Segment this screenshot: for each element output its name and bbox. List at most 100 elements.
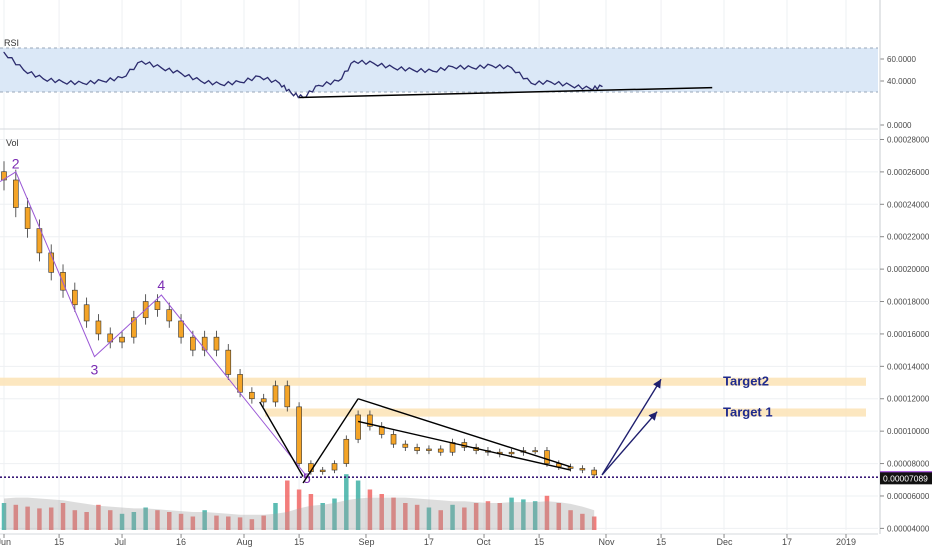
volume-bar: [214, 515, 219, 530]
candle-body: [367, 414, 373, 427]
rsi-point: [82, 82, 84, 84]
rsi-point: [530, 82, 532, 84]
volume-bar: [84, 512, 89, 530]
candle-body: [237, 374, 243, 393]
candle-body: [1, 171, 7, 181]
x-tick-label: Oct: [477, 537, 492, 547]
wave-label: 3: [90, 361, 98, 377]
candle-body: [591, 469, 597, 476]
rsi-point: [432, 70, 434, 72]
rsi-panel: RSI: [0, 38, 878, 99]
candle-body: [296, 406, 302, 464]
rsi-point: [510, 67, 513, 69]
volume-bar: [25, 506, 30, 530]
target-zone: [265, 408, 866, 417]
x-tick-label: 15: [534, 537, 544, 547]
candle-body: [24, 207, 31, 229]
x-tick-label: Jul: [115, 537, 127, 547]
rsi-point: [318, 84, 320, 86]
volume-bar: [568, 510, 573, 530]
target-zone: [0, 377, 866, 386]
price-tick-label: 0.00006000: [887, 492, 930, 501]
volume-bar: [379, 494, 384, 530]
volume-bar: [249, 519, 255, 530]
rsi-point: [451, 66, 454, 68]
volume-label: Vol: [6, 138, 19, 148]
price-tick-label: 0.00016000: [887, 330, 930, 339]
volume-bar: [131, 512, 137, 530]
volume-bar: [226, 516, 231, 530]
volume-bar: [509, 497, 514, 530]
rsi-trendline: [299, 86, 713, 99]
candle-body: [402, 443, 409, 448]
candle-body: [119, 336, 125, 343]
volume-bar: [13, 504, 19, 530]
candle-body: [390, 434, 397, 445]
volume-bar: [332, 498, 337, 530]
candle-body: [83, 304, 90, 322]
rsi-point: [550, 81, 552, 83]
candle-body: [95, 320, 102, 335]
volume-bar: [119, 513, 125, 530]
rsi-point: [259, 76, 261, 78]
volume-bar: [296, 489, 302, 530]
price-tick-label: 0.00018000: [887, 298, 930, 307]
volume-bar: [473, 503, 479, 530]
volume-bar: [273, 503, 278, 530]
pattern-line: [357, 398, 571, 468]
rsi-point: [491, 65, 493, 67]
candle-body: [190, 336, 196, 351]
rsi-point: [353, 60, 355, 62]
price-tag: [880, 472, 932, 485]
rsi-point: [278, 82, 281, 84]
candle-body: [166, 309, 173, 322]
volume-bar: [237, 517, 243, 530]
price-tick-label: 0.00026000: [887, 168, 930, 177]
rsi-point: [62, 81, 64, 83]
volume-bar: [1, 503, 7, 530]
rsi-point: [3, 51, 5, 54]
rsi-label: RSI: [4, 38, 19, 48]
volume-ma-area: [4, 497, 595, 530]
volume-bar: [414, 504, 420, 530]
x-tick-label: 15: [656, 537, 666, 547]
candle-body: [131, 317, 137, 338]
rsi-point: [42, 78, 44, 80]
x-tick-label: 15: [54, 537, 64, 547]
target-arrow: [601, 378, 662, 476]
candle-body: [532, 450, 538, 453]
candle-body: [437, 448, 444, 453]
price-tick-label: 0.00014000: [887, 362, 930, 371]
volume-bar: [155, 510, 160, 530]
volume-bar: [202, 510, 207, 530]
rsi-point: [471, 67, 473, 69]
pattern-line: [259, 401, 304, 477]
price-tick-label: 0.00024000: [887, 200, 930, 209]
x-tick-label: Dec: [717, 537, 734, 547]
rsi-tick-label: 0.0000: [887, 121, 912, 130]
candle-body: [343, 438, 350, 464]
candle-body: [414, 447, 420, 451]
price-tick-label: 0.00012000: [887, 395, 930, 404]
price-tick-label: 0.00004000: [887, 524, 930, 533]
price-tick-label: 0.00008000: [887, 460, 930, 469]
volume-bar: [178, 513, 184, 530]
x-tick-label: 2019: [836, 537, 856, 547]
volume-bar: [521, 499, 526, 530]
volume-bar: [556, 503, 562, 530]
rsi-point: [160, 67, 162, 69]
volume-bar: [403, 503, 408, 530]
price-tag-text: 0.00007089: [883, 473, 928, 483]
rsi-point: [23, 69, 25, 71]
volume-bar: [143, 507, 148, 530]
volume-bar: [438, 510, 443, 530]
rsi-point: [589, 88, 591, 90]
volume-bar: [580, 513, 585, 530]
volume-bar: [532, 501, 538, 530]
candle-body: [579, 468, 586, 471]
volume-bar: [72, 510, 78, 530]
rsi-point: [219, 83, 222, 85]
rsi-point: [101, 80, 103, 82]
